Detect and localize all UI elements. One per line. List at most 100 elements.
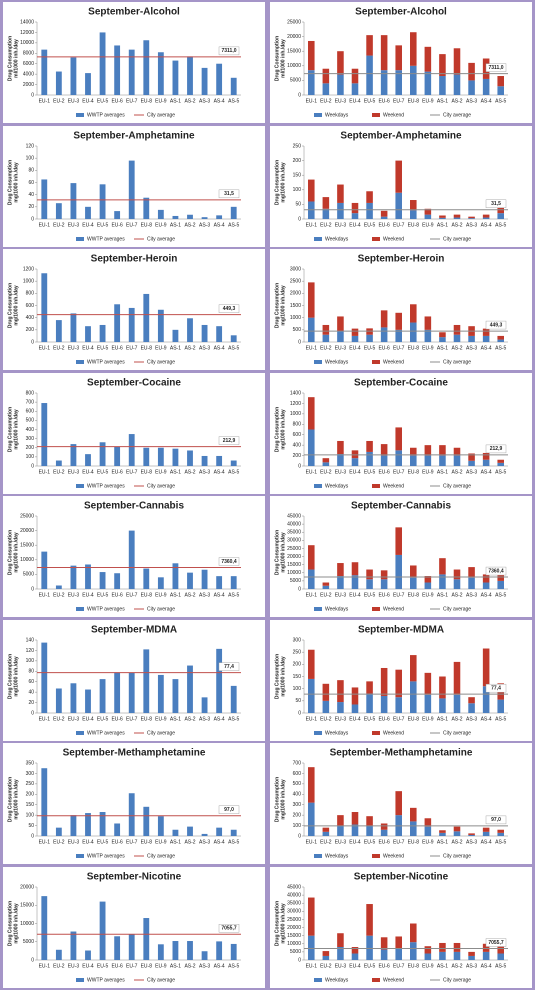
legend-label: Weekdays xyxy=(325,236,349,242)
bar xyxy=(439,76,446,95)
bar xyxy=(308,897,315,936)
x-tick-label: AS-1 xyxy=(170,839,181,845)
y-tick-label: 15000 xyxy=(20,902,34,908)
y-tick-label: 1000 xyxy=(290,411,301,417)
x-tick-label: EU-5 xyxy=(364,963,376,969)
bar xyxy=(482,943,490,952)
bar xyxy=(424,455,432,466)
bar xyxy=(395,935,402,949)
bar xyxy=(143,917,150,960)
x-tick-label: EU-5 xyxy=(97,592,109,598)
y-axis-label: mg/1000 inh./day xyxy=(280,903,286,944)
bar xyxy=(322,324,330,335)
legend-label: City average xyxy=(147,112,175,118)
bar xyxy=(439,337,446,342)
x-tick-label: EU-8 xyxy=(141,592,153,598)
bar xyxy=(468,460,475,466)
x-tick-label: AS-3 xyxy=(199,592,210,598)
average-label: 97,0 xyxy=(224,807,234,813)
x-tick-label: EU-3 xyxy=(335,222,347,228)
bar xyxy=(380,70,388,95)
y-tick-label: 200 xyxy=(26,445,35,451)
bar xyxy=(439,697,446,713)
bar xyxy=(410,923,417,942)
chart-panel: September-Alcohol Drug Consumption ml/1000… xyxy=(270,2,532,123)
x-tick-label: EU-2 xyxy=(320,963,332,969)
bar xyxy=(482,452,490,460)
legend-label: Weekend xyxy=(383,606,404,612)
bar xyxy=(41,895,48,960)
y-tick-label: 14000 xyxy=(20,19,34,25)
bar xyxy=(482,827,490,832)
bar xyxy=(99,678,106,713)
bar xyxy=(439,676,446,698)
average-label-box xyxy=(485,63,507,72)
x-tick-label: AS-5 xyxy=(495,592,506,598)
y-tick-label: 100 xyxy=(26,155,35,161)
bar xyxy=(128,793,135,836)
bar xyxy=(468,80,475,95)
bar xyxy=(143,806,150,836)
average-label: 31,5 xyxy=(224,191,234,197)
y-tick-label: 0 xyxy=(31,216,34,222)
bar xyxy=(351,824,359,836)
x-tick-label: AS-4 xyxy=(481,839,492,845)
legend-swatch xyxy=(76,483,84,488)
bar xyxy=(114,935,121,960)
average-label-box xyxy=(218,304,240,313)
legend-swatch xyxy=(76,854,84,858)
y-tick-label: 0 xyxy=(31,957,34,963)
bar xyxy=(70,682,77,713)
legend-label: WWTP averages xyxy=(87,977,125,983)
x-tick-label: AS-5 xyxy=(495,345,506,351)
x-tick-label: EU-6 xyxy=(111,716,123,722)
x-tick-label: EU-3 xyxy=(68,222,80,228)
average-label: 97,0 xyxy=(491,817,501,823)
y-tick-label: 5000 xyxy=(290,949,301,955)
chart-title: September-Cannabis xyxy=(351,501,451,512)
x-tick-label: AS-2 xyxy=(451,345,462,351)
x-tick-label: EU-7 xyxy=(393,222,405,228)
bar xyxy=(497,953,504,960)
x-tick-label: AS-3 xyxy=(199,345,210,351)
y-tick-label: 100 xyxy=(293,823,302,829)
bar xyxy=(482,459,490,466)
chart-title: September-Alcohol xyxy=(355,7,447,18)
bar xyxy=(55,949,62,960)
legend-label: WWTP averages xyxy=(87,236,125,242)
bar xyxy=(216,455,223,466)
x-tick-label: AS-2 xyxy=(451,592,462,598)
average-label-box xyxy=(218,805,240,814)
y-tick-label: 350 xyxy=(26,760,35,766)
x-tick-label: EU-5 xyxy=(97,839,109,845)
y-tick-label: 1500 xyxy=(290,303,301,309)
x-tick-label: EU-9 xyxy=(422,98,434,104)
bar xyxy=(337,576,344,589)
average-label-box xyxy=(485,937,507,947)
bar xyxy=(143,648,150,713)
y-tick-label: 15000 xyxy=(287,49,301,55)
y-axis-label: mg/1000 inh./day xyxy=(13,162,19,203)
x-tick-label: AS-5 xyxy=(228,839,239,845)
bar xyxy=(157,209,164,219)
bar xyxy=(351,202,359,213)
x-tick-label: EU-4 xyxy=(82,716,94,722)
bar xyxy=(322,585,330,589)
legend-label: City average xyxy=(443,606,471,612)
x-tick-label: AS-3 xyxy=(199,98,210,104)
bar xyxy=(424,953,432,960)
x-tick-label: EU-5 xyxy=(97,716,109,722)
x-tick-label: AS-2 xyxy=(451,716,462,722)
bar xyxy=(308,545,315,570)
x-tick-label: EU-7 xyxy=(126,222,138,228)
chart-panel: September-Cocaine Drug Consumption mg/1000… xyxy=(3,372,265,494)
y-tick-label: 0 xyxy=(298,957,301,963)
chart-panel: September-MDMA Drug Consumption mg/1000 in… xyxy=(270,619,532,741)
bar xyxy=(337,316,344,332)
x-tick-label: EU-5 xyxy=(97,469,109,475)
y-tick-label: 1000 xyxy=(23,278,34,284)
legend-label: City average xyxy=(443,730,471,736)
x-tick-label: EU-9 xyxy=(422,963,434,969)
x-tick-label: EU-9 xyxy=(155,345,167,351)
x-tick-label: AS-3 xyxy=(466,98,477,104)
